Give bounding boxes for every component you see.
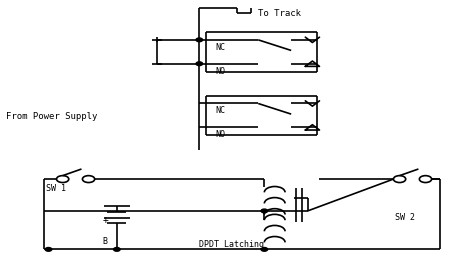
Text: +: + — [103, 215, 109, 225]
Circle shape — [196, 38, 202, 42]
Circle shape — [45, 248, 52, 251]
Text: SW 1: SW 1 — [46, 184, 66, 193]
Circle shape — [261, 248, 268, 251]
Circle shape — [114, 248, 120, 251]
Text: To Track: To Track — [258, 9, 301, 18]
Circle shape — [196, 62, 202, 66]
Text: DPDT Latching: DPDT Latching — [199, 240, 264, 248]
Circle shape — [261, 209, 268, 213]
Text: NO: NO — [216, 129, 226, 139]
Text: From Power Supply: From Power Supply — [6, 112, 98, 121]
Text: SW 2: SW 2 — [395, 213, 415, 222]
Text: B: B — [103, 237, 108, 246]
Text: NC: NC — [216, 106, 226, 115]
Text: NC: NC — [216, 43, 226, 52]
Text: NO: NO — [216, 67, 226, 76]
